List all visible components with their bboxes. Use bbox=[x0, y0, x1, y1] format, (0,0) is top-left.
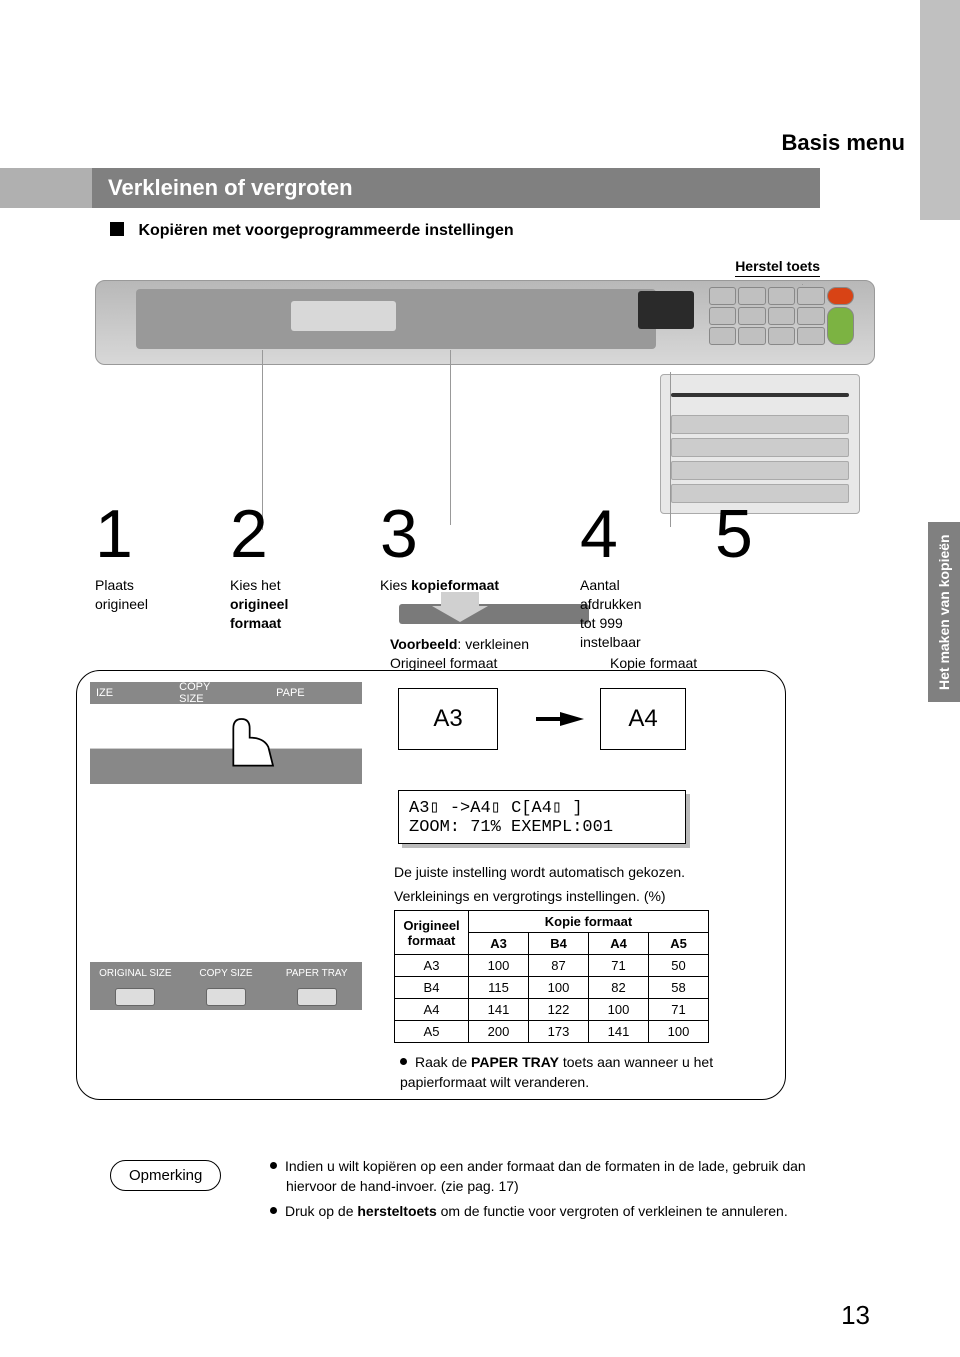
table-cell: 141 bbox=[469, 999, 529, 1021]
subheader: Kopiëren met voorgeprogrammeerde instell… bbox=[110, 222, 514, 240]
table-cell: 87 bbox=[529, 955, 589, 977]
bullet-icon bbox=[270, 1162, 277, 1169]
menu-title: Basis menu bbox=[782, 130, 906, 156]
callout-line bbox=[802, 284, 803, 285]
table-cell: 173 bbox=[529, 1021, 589, 1043]
copy-format-label: Kopie formaat bbox=[610, 655, 697, 671]
column-header: B4 bbox=[529, 933, 589, 955]
table-cell: 200 bbox=[469, 1021, 529, 1043]
finger-press-icon bbox=[210, 698, 280, 768]
stop-key-icon bbox=[827, 287, 854, 305]
scaling-caption: Verkleinings en vergrotings instellingen… bbox=[394, 886, 666, 906]
page-title: Verkleinen of vergroten bbox=[108, 175, 353, 201]
label: COPY SIZE bbox=[181, 968, 272, 979]
row-header: Origineel formaat bbox=[395, 911, 469, 955]
label: ORIGINAL SIZE bbox=[90, 968, 181, 979]
start-key-icon bbox=[827, 307, 854, 345]
panel-lcd bbox=[291, 301, 396, 331]
table-cell: 71 bbox=[589, 955, 649, 977]
table-cell: 58 bbox=[649, 977, 709, 999]
onetouch-panel-illustration bbox=[660, 374, 860, 514]
note-label: Opmerking bbox=[110, 1160, 221, 1191]
column-header: A3 bbox=[469, 933, 529, 955]
label: IZE bbox=[96, 687, 113, 699]
auto-setting-text: De juiste instelling wordt automatisch g… bbox=[394, 862, 685, 882]
copy-size-box: A4 bbox=[600, 688, 686, 750]
button-row-illustration: ORIGINAL SIZE COPY SIZE PAPER TRAY bbox=[90, 916, 362, 1011]
table-cell: 50 bbox=[649, 955, 709, 977]
row-label: A5 bbox=[395, 1021, 469, 1043]
row-label: A4 bbox=[395, 999, 469, 1021]
table-cell: 82 bbox=[589, 977, 649, 999]
column-header: A5 bbox=[649, 933, 709, 955]
label: COPY SIZE bbox=[179, 681, 210, 705]
label: PAPER TRAY bbox=[271, 968, 362, 979]
table-cell: 71 bbox=[649, 999, 709, 1021]
original-format-label: Origineel formaat bbox=[390, 655, 497, 671]
step-number: 4 bbox=[580, 500, 618, 568]
step-number: 2 bbox=[230, 500, 268, 568]
table-cell: 100 bbox=[529, 977, 589, 999]
panel-keypad bbox=[709, 287, 854, 345]
note-body: Indien u wilt kopiëren op een ander form… bbox=[270, 1156, 830, 1221]
table-cell: 122 bbox=[529, 999, 589, 1021]
bullet-icon bbox=[400, 1058, 407, 1065]
step-number: 3 bbox=[380, 500, 418, 568]
table-cell: 100 bbox=[589, 999, 649, 1021]
panel-dark-area bbox=[136, 289, 656, 349]
table-cell: 100 bbox=[469, 955, 529, 977]
zoom-ratio-table: Origineel formaat Kopie formaat A3B4A4A5… bbox=[394, 910, 709, 1043]
step-text: Aantal afdrukken tot 999 instelbaar bbox=[580, 576, 641, 652]
step-text: Kies hetorigineelformaat bbox=[230, 576, 288, 633]
square-marker-icon bbox=[110, 222, 124, 236]
table-cell: 100 bbox=[649, 1021, 709, 1043]
step-number: 1 bbox=[95, 500, 133, 568]
row-label: A3 bbox=[395, 955, 469, 977]
step-text: Plaats origineel bbox=[95, 576, 148, 614]
subheader-text: Kopiëren met voorgeprogrammeerde instell… bbox=[138, 222, 513, 239]
label: PAPE bbox=[276, 687, 305, 699]
reset-key-label: Herstel toets bbox=[735, 258, 820, 274]
lcd-line2: ZOOM: 71% EXEMPL:001 bbox=[409, 818, 675, 837]
lcd-display: A3▯ ->A4▯ C[A4▯ ] ZOOM: 71% EXEMPL:001 bbox=[398, 790, 686, 844]
col-header: Kopie formaat bbox=[469, 911, 709, 933]
page-number: 13 bbox=[841, 1300, 870, 1331]
page-title-bar: Verkleinen of vergroten bbox=[0, 168, 820, 208]
callout-line bbox=[735, 276, 820, 277]
callout-line bbox=[450, 350, 451, 525]
table-cell: 115 bbox=[469, 977, 529, 999]
column-header: A4 bbox=[589, 933, 649, 955]
step-number: 5 bbox=[715, 500, 753, 568]
original-size-box: A3 bbox=[398, 688, 498, 750]
arrow-right-icon bbox=[560, 712, 584, 726]
chapter-side-tab: Het maken van kopieën bbox=[928, 522, 960, 702]
paper-tray-tip: Raak de PAPER TRAY toets aan wanneer u h… bbox=[400, 1052, 770, 1093]
steps-row: 1 Plaats origineel 2 Kies hetorigineelfo… bbox=[95, 500, 865, 652]
manual-page: Basis menu Verkleinen of vergroten Kopië… bbox=[0, 0, 960, 1357]
table-cell: 141 bbox=[589, 1021, 649, 1043]
bullet-icon bbox=[270, 1207, 277, 1214]
row-label: B4 bbox=[395, 977, 469, 999]
lcd-line1: A3▯ ->A4▯ C[A4▯ ] bbox=[409, 797, 675, 818]
arrow-down-icon bbox=[430, 592, 490, 622]
control-panel-illustration bbox=[95, 280, 875, 365]
example-label: Voorbeeld: verkleinen bbox=[390, 636, 529, 652]
panel-paper-indicator bbox=[638, 291, 694, 329]
section-tab-top bbox=[920, 0, 960, 220]
